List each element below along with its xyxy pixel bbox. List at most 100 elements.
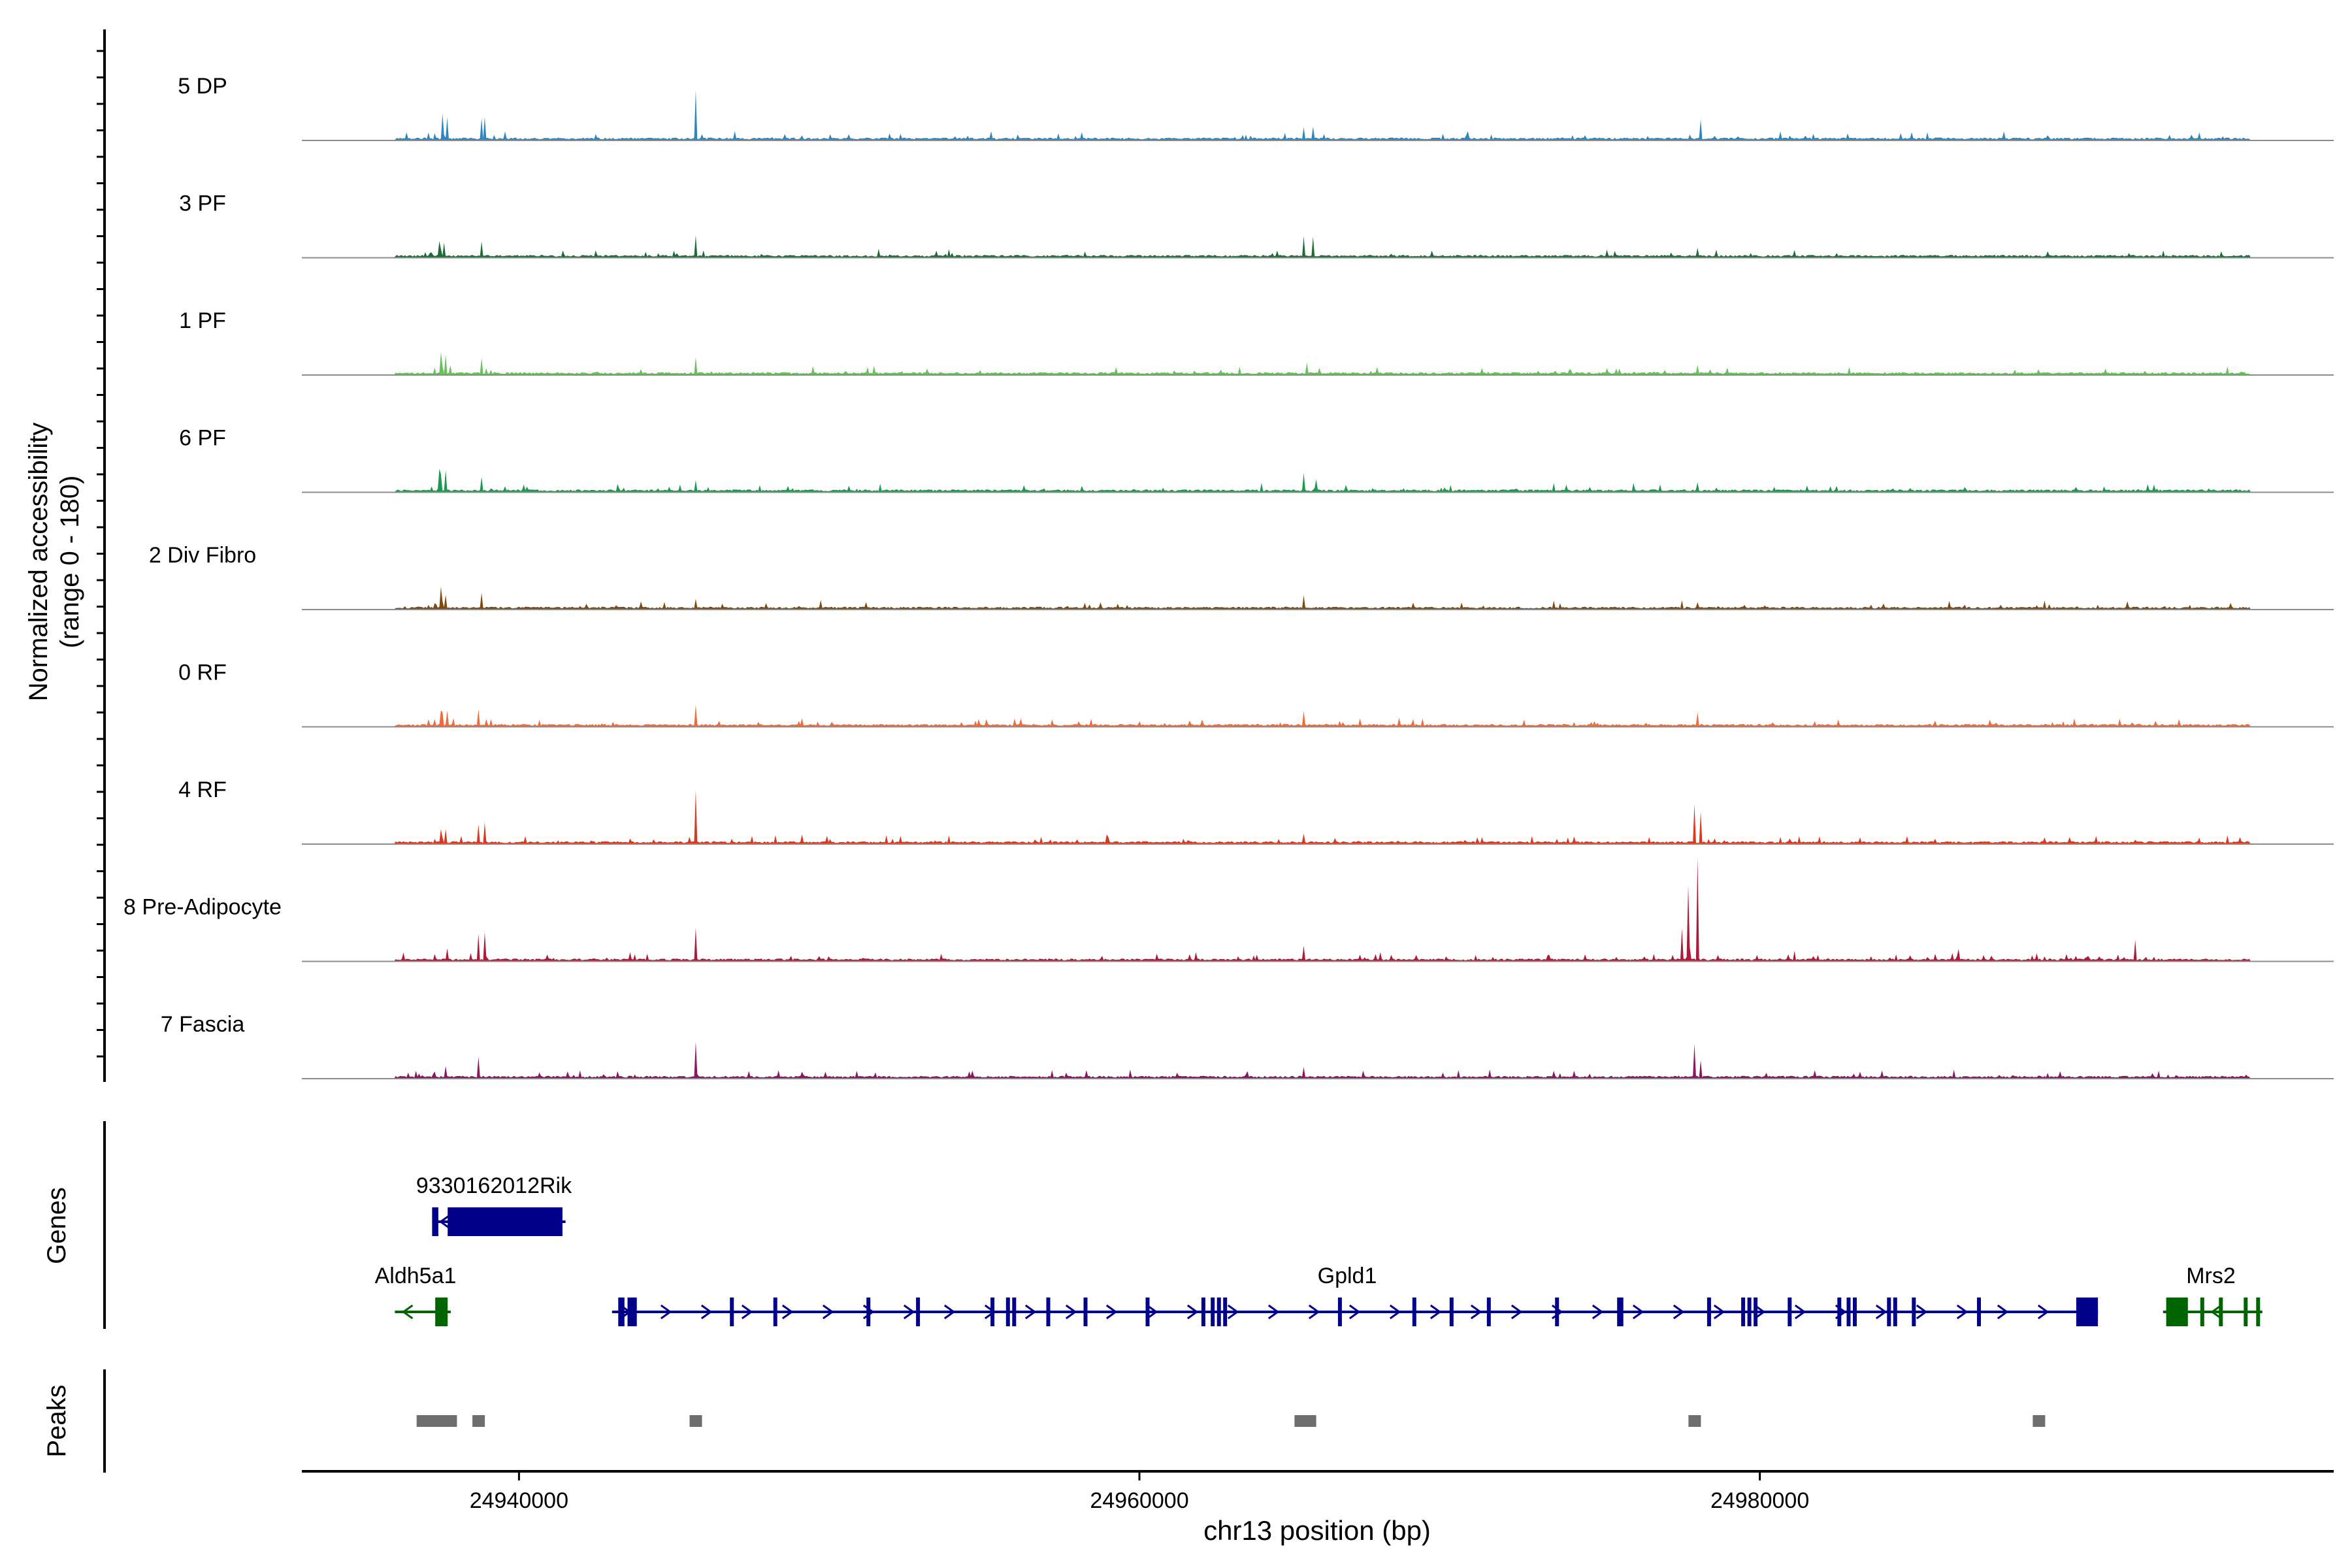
strand-arrow-icon xyxy=(1997,1304,2009,1320)
coverage-area-6-pf xyxy=(302,468,2334,493)
gene-label-mrs2: Mrs2 xyxy=(2186,1264,2236,1288)
exon-mrs2 xyxy=(2219,1298,2223,1326)
track-label-5-dp: 5 DP xyxy=(178,74,227,99)
exon-gpld1 xyxy=(1846,1298,1851,1326)
exon-gpld1 xyxy=(1707,1298,1711,1326)
exon-gpld1 xyxy=(1337,1298,1342,1326)
exon-gpld1 xyxy=(1887,1298,1891,1326)
strand-arrow-icon xyxy=(1511,1304,1523,1320)
exon-aldh5a1 xyxy=(435,1298,448,1326)
exon-gpld1 xyxy=(1201,1298,1205,1326)
strand-arrow-icon xyxy=(1065,1304,1077,1320)
strand-arrow-icon xyxy=(1875,1304,1887,1320)
track-label-6-pf: 6 PF xyxy=(179,426,226,451)
exon-gpld1 xyxy=(1005,1298,1010,1326)
track-0-rf: 0 RF xyxy=(178,661,2334,728)
strand-arrow-icon xyxy=(1146,1304,1158,1320)
strand-arrow-icon xyxy=(822,1304,834,1320)
track-5-dp: 5 DP xyxy=(178,74,2334,141)
peaks-panel-label: Peaks xyxy=(42,1384,71,1457)
exon-gpld1 xyxy=(1754,1298,1758,1326)
exon-gpld1 xyxy=(730,1298,734,1326)
coverage-area-0-rf xyxy=(302,704,2334,727)
exon-gpld1 xyxy=(1223,1298,1228,1326)
strand-arrow-icon xyxy=(1673,1304,1685,1320)
peak-region xyxy=(416,1415,457,1427)
exon-gpld1 xyxy=(1912,1298,1916,1326)
peak-regions xyxy=(416,1415,2046,1427)
exon-gpld1 xyxy=(1741,1298,1746,1326)
strand-arrow-icon xyxy=(943,1304,956,1320)
exon-mrs2 xyxy=(2244,1298,2248,1326)
y-axis-label-line1: Normalized accessibility xyxy=(24,423,53,702)
exon-gpld1 xyxy=(627,1298,637,1326)
x-tick-label: 24980000 xyxy=(1710,1488,1809,1513)
strand-arrow-icon xyxy=(1592,1304,1604,1320)
exon-mrs2 xyxy=(2166,1298,2188,1326)
track-label-0-rf: 0 RF xyxy=(178,661,227,685)
strand-arrow-icon xyxy=(660,1304,672,1320)
exon-gpld1 xyxy=(1217,1298,1221,1326)
exon-mrs2 xyxy=(2200,1298,2204,1326)
exon-gpld1 xyxy=(1788,1298,1792,1326)
x-tick-label: 24940000 xyxy=(470,1488,568,1513)
gene-label-aldh5a1: Aldh5a1 xyxy=(375,1264,457,1288)
exon-9330162012rik xyxy=(448,1207,563,1236)
coverage-area-5-dp xyxy=(302,90,2334,140)
exon-gpld1 xyxy=(990,1298,995,1326)
gene-annotations: 9330162012Rik Aldh5a1 Gpld1 Mrs2 xyxy=(375,1173,2262,1326)
strand-arrow-icon xyxy=(1754,1304,1766,1320)
strand-arrow-icon xyxy=(1916,1304,1928,1320)
strand-arrow-icon xyxy=(2210,1304,2222,1320)
peak-region xyxy=(689,1415,702,1427)
track-8-pre-adipocyte: 8 Pre-Adipocyte xyxy=(123,857,2334,962)
strand-arrow-icon xyxy=(1956,1304,1968,1320)
exon-gpld1 xyxy=(1977,1298,1981,1326)
coverage-y-axis xyxy=(97,29,106,1082)
track-3-pf: 3 PF xyxy=(179,191,2334,259)
exon-gpld1 xyxy=(1837,1298,1842,1326)
gene-9330162012rik: 9330162012Rik xyxy=(416,1173,572,1236)
x-tick-label: 24960000 xyxy=(1090,1488,1188,1513)
exon-gpld1 xyxy=(1555,1298,1560,1326)
track-label-4-rf: 4 RF xyxy=(178,777,227,802)
track-4-rf: 4 RF xyxy=(178,777,2334,845)
strand-arrow-icon xyxy=(1429,1304,1442,1320)
strand-arrow-icon xyxy=(903,1304,915,1320)
strand-arrow-icon xyxy=(1470,1304,1482,1320)
exon-gpld1 xyxy=(1486,1298,1491,1326)
strand-arrow-icon xyxy=(438,1214,451,1230)
track-2-div-fibro: 2 Div Fibro xyxy=(149,543,2334,610)
track-label-3-pf: 3 PF xyxy=(179,191,226,216)
x-axis-ticks: 24940000 24960000 24980000 xyxy=(470,1471,1809,1513)
strand-arrow-icon xyxy=(1267,1304,1280,1320)
gene-gpld1: Gpld1 xyxy=(612,1264,2099,1326)
exon-gpld1 xyxy=(2076,1298,2099,1326)
strand-arrow-icon xyxy=(1227,1304,1239,1320)
exon-gpld1 xyxy=(1853,1298,1857,1326)
track-label-1-pf: 1 PF xyxy=(179,308,226,333)
exon-gpld1 xyxy=(1893,1298,1897,1326)
exon-gpld1 xyxy=(866,1298,871,1326)
strand-arrow-icon xyxy=(401,1304,414,1320)
peak-region xyxy=(1294,1415,1316,1427)
exon-gpld1 xyxy=(1412,1298,1416,1326)
strand-arrow-icon xyxy=(1632,1304,1644,1320)
strand-arrow-icon xyxy=(741,1304,753,1320)
exon-gpld1 xyxy=(1617,1298,1624,1326)
exon-gpld1 xyxy=(618,1298,625,1326)
peak-region xyxy=(1688,1415,1701,1427)
exon-gpld1 xyxy=(1145,1298,1150,1326)
strand-arrow-icon xyxy=(1713,1304,1725,1320)
strand-arrow-icon xyxy=(1794,1304,1806,1320)
strand-arrow-icon xyxy=(1308,1304,1320,1320)
track-7-fascia: 7 Fascia xyxy=(161,1012,2334,1079)
exon-gpld1 xyxy=(773,1298,777,1326)
strand-arrow-icon xyxy=(1105,1304,1118,1320)
genes-panel-label: Genes xyxy=(42,1187,71,1264)
exon-gpld1 xyxy=(916,1298,921,1326)
exon-gpld1 xyxy=(1449,1298,1454,1326)
track-label-8-pre-adipocyte: 8 Pre-Adipocyte xyxy=(123,895,282,920)
